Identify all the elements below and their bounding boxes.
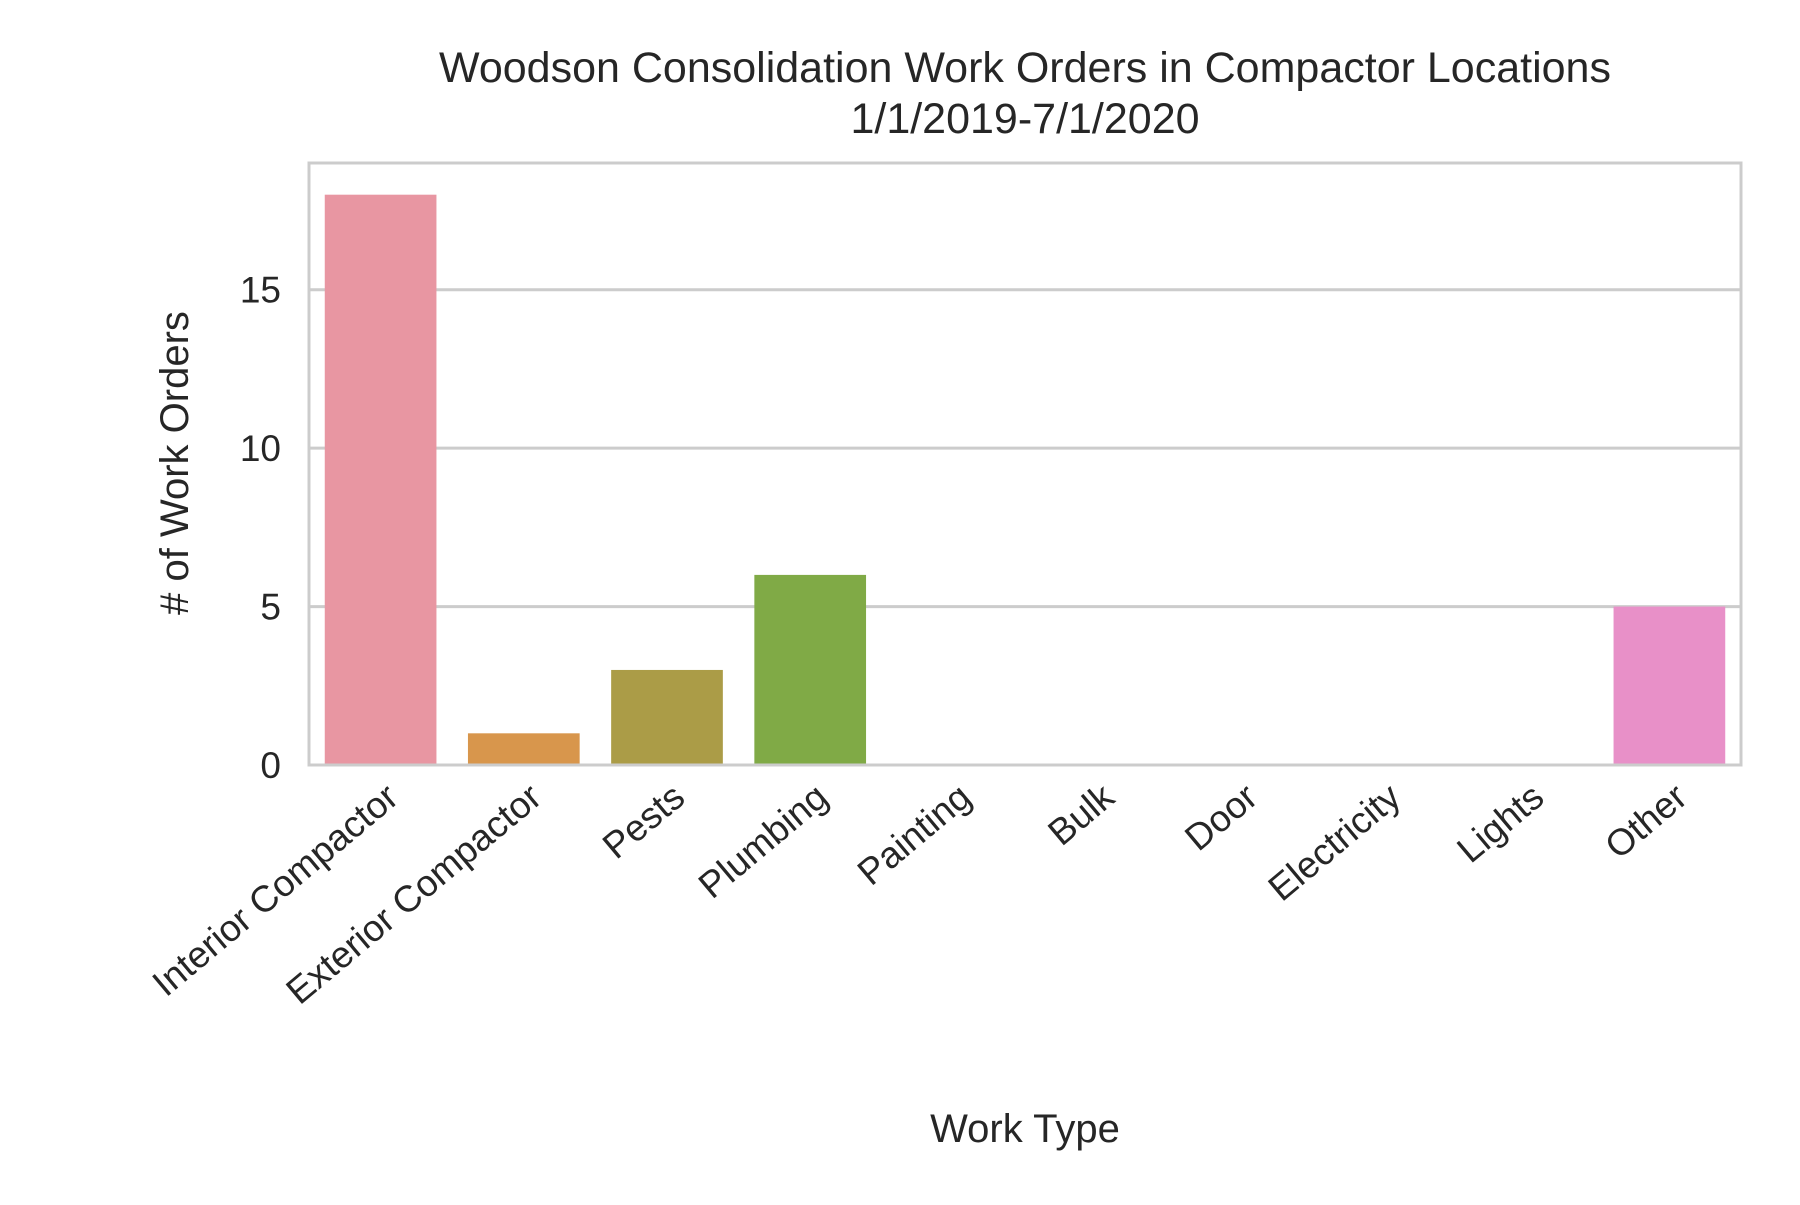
bar-other xyxy=(1613,606,1726,765)
y-tick-label: 10 xyxy=(240,428,281,469)
x-tick-label: Lights xyxy=(1449,776,1551,871)
x-tick-label: Bulk xyxy=(1040,775,1122,853)
x-tick-label: Interior Compactor xyxy=(145,776,406,1004)
y-tick-labels: 0 5 10 15 xyxy=(240,270,281,786)
grid-lines xyxy=(309,288,1741,609)
y-tick-label: 15 xyxy=(240,270,281,311)
chart-title: Woodson Consolidation Work Orders in Com… xyxy=(439,44,1611,92)
x-tick-label: Door xyxy=(1177,776,1265,859)
bar-exterior-compactor xyxy=(467,733,580,765)
y-axis-label: # of Work Orders xyxy=(153,311,197,615)
bar-plumbing xyxy=(754,574,867,765)
x-tick-label: Other xyxy=(1597,776,1694,867)
x-tick-label: Painting xyxy=(850,776,979,893)
x-tick-label: Exterior Compactor xyxy=(278,776,549,1012)
x-axis-label: Work Type xyxy=(930,1107,1120,1151)
x-tick-label: Pests xyxy=(595,776,692,867)
x-tick-label: Electricity xyxy=(1261,775,1409,908)
y-tick-label: 0 xyxy=(260,745,281,786)
bar-interior-compactor xyxy=(324,194,437,765)
x-tick-label: Plumbing xyxy=(691,776,836,907)
bar-pests xyxy=(611,669,723,765)
chart-subtitle: 1/1/2019-7/1/2020 xyxy=(850,95,1199,143)
plot-frame xyxy=(307,161,1743,767)
bars xyxy=(324,194,1726,765)
y-tick-label: 5 xyxy=(260,587,281,628)
